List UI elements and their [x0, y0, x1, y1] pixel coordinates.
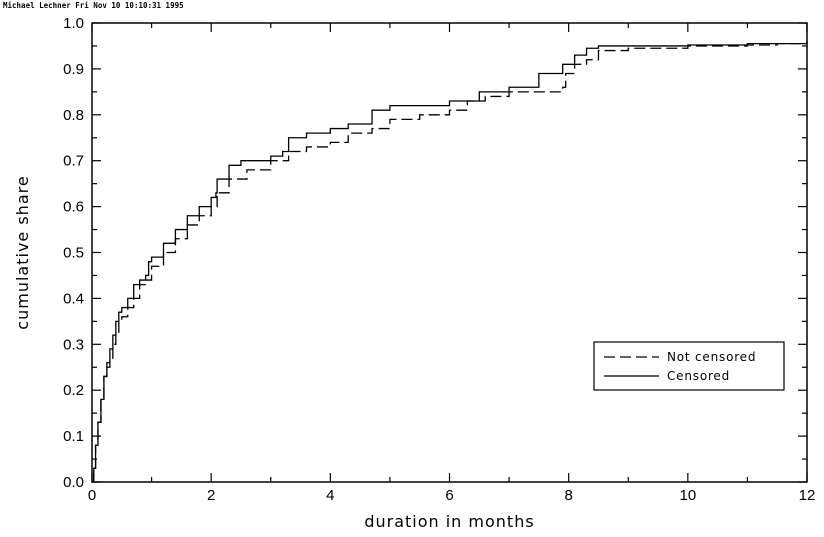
y-tick-label: 1.0	[63, 15, 84, 32]
y-tick-label: 0.5	[63, 245, 84, 262]
timestamp-header: Michael Lechner Fri Nov 10 10:10:31 1995	[3, 1, 184, 10]
x-tick-label: 4	[326, 487, 334, 504]
x-tick-label: 10	[679, 487, 696, 504]
y-tick-label: 0.2	[63, 382, 84, 399]
y-tick-label: 0.0	[63, 474, 84, 491]
legend-box	[593, 341, 785, 391]
plot-frame	[91, 22, 808, 483]
y-axis: 0.0 0.1 0.2 0.3 0.4 0.5 0.6 0.7 0.8 0.9 1.0	[63, 15, 807, 491]
y-axis-title: cumulative share	[13, 175, 32, 329]
x-tick-label: 6	[445, 487, 453, 504]
series-line-not-censored	[92, 42, 808, 483]
y-tick-label: 0.4	[63, 290, 84, 307]
x-tick-label: 0	[88, 487, 96, 504]
x-axis: 0 2 4 6 8 10 12	[88, 23, 816, 504]
y-tick-label: 0.7	[63, 153, 84, 170]
x-axis-title: duration in months	[364, 512, 534, 531]
x-tick-label: 12	[799, 487, 816, 504]
legend-label: Censored	[667, 369, 730, 383]
y-tick-label: 0.6	[63, 199, 84, 216]
plot-border	[91, 22, 808, 483]
series-line-censored	[92, 41, 808, 483]
series-layer	[92, 41, 808, 483]
x-tick-label: 8	[564, 487, 572, 504]
y-tick-label: 0.1	[63, 428, 84, 445]
y-tick-label: 0.9	[63, 61, 84, 78]
y-tick-label: 0.3	[63, 336, 84, 353]
y-tick-label: 0.8	[63, 107, 84, 124]
x-tick-label: 2	[207, 487, 215, 504]
legend-label: Not censored	[667, 350, 756, 364]
legend: Not censored Censored	[593, 341, 785, 391]
